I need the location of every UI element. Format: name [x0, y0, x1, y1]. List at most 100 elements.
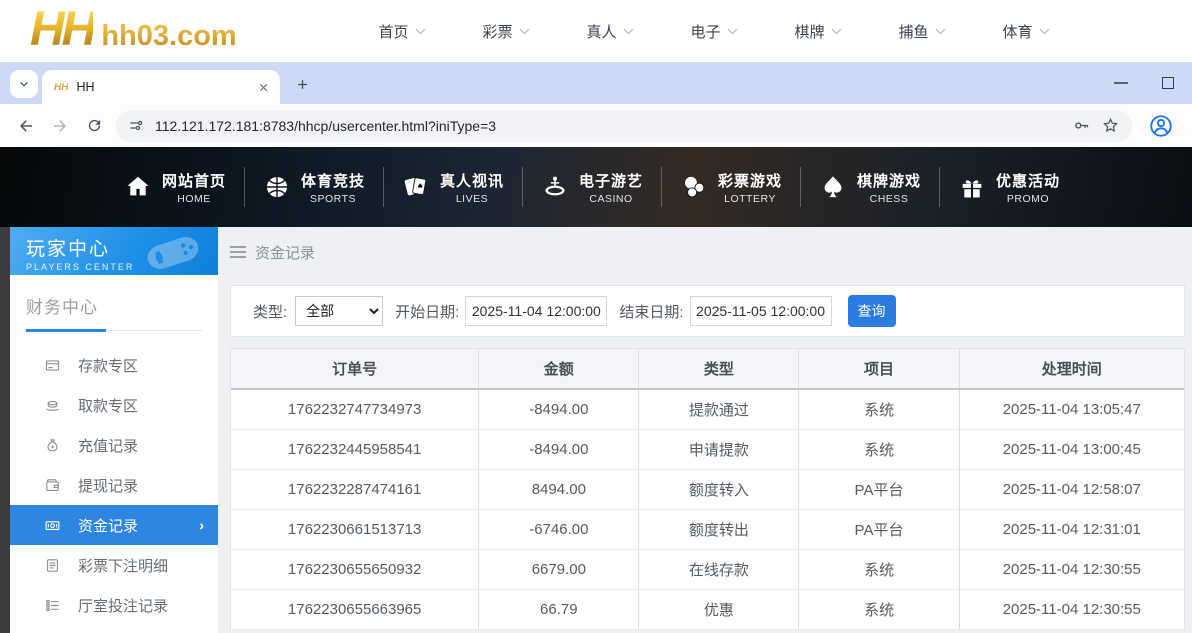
table-row: 1762230661513713 -6746.00 额度转出 PA平台 2025-11-…: [231, 509, 1184, 550]
start-date-input[interactable]: [465, 296, 608, 326]
site-nav-item[interactable]: 真人: [558, 21, 662, 42]
table-cell: 额度转入: [638, 469, 799, 510]
main-nav-item[interactable]: 棋牌游戏 CHESS: [801, 170, 939, 205]
main-nav-item[interactable]: 网站首页 HOME: [106, 170, 244, 205]
site-nav-label: 捕鱼: [898, 23, 929, 41]
browser-toolbar: 112.121.172.181:8783/hhcp/usercenter.htm…: [0, 104, 1192, 147]
chevron-down-icon: [519, 28, 529, 34]
browser-tab[interactable]: HH HH: [42, 70, 280, 104]
table-row: 1762232445958541 -8494.00 申请提款 系统 2025-11-04…: [231, 429, 1184, 470]
sidebar-item[interactable]: 充值记录: [10, 425, 218, 465]
site-nav-item[interactable]: 棋牌: [766, 21, 870, 42]
tab-close-icon[interactable]: [254, 78, 272, 96]
nav-separator: [522, 167, 523, 207]
main-nav-item[interactable]: 彩票游戏 LOTTERY: [662, 170, 800, 205]
sidebar-item[interactable]: 玩家投注报表: [10, 625, 218, 633]
lottery-balls-icon: [680, 173, 708, 201]
table-cell: 额度转出: [638, 509, 799, 550]
sidebar-item[interactable]: 彩票下注明细: [10, 545, 218, 585]
table-cell: 2025-11-04 12:30:55: [958, 589, 1184, 630]
nav-separator: [244, 167, 245, 207]
new-tab-icon[interactable]: [288, 70, 316, 98]
table-cell: 申请提款: [638, 429, 799, 470]
cash-icon: [44, 517, 61, 534]
logo-hh-icon: HH: [30, 3, 96, 56]
table-cell: 2025-11-04 12:31:01: [958, 509, 1184, 550]
main-nav-label-cn: 优惠活动: [995, 172, 1060, 190]
bookmark-star-icon[interactable]: [1101, 116, 1120, 135]
table-cell: 1762232445958541: [231, 429, 479, 470]
tab-search-icon[interactable]: [10, 70, 38, 98]
table-row: 1762230655650932 6679.00 在线存款 系统 2025-11-04 …: [231, 549, 1184, 590]
forward-icon[interactable]: [44, 110, 76, 142]
sidebar-item[interactable]: 存款专区: [10, 345, 218, 385]
site-nav-item[interactable]: 首页: [350, 21, 454, 42]
url-bar[interactable]: 112.121.172.181:8783/hhcp/usercenter.htm…: [116, 109, 1132, 142]
gift-icon: [958, 173, 986, 201]
table-cell: 66.79: [478, 589, 639, 630]
table-header-cell: 处理时间: [958, 349, 1184, 390]
key-icon[interactable]: [1072, 116, 1091, 135]
nav-separator: [661, 167, 662, 207]
filter-bar: 类型: 全部 开始日期: 结束日期: 查询: [230, 285, 1185, 337]
sidebar-item-label: 存款专区: [78, 357, 139, 375]
query-button[interactable]: 查询: [847, 295, 896, 327]
main-nav-label-en: HOME: [177, 192, 211, 205]
sidebar-item[interactable]: 提现记录: [10, 465, 218, 505]
sidebar-item-label: 资金记录: [78, 517, 139, 535]
funds-table: 订单号 金额 类型 项目 处理时间 1762232747734973 -8494.00 提款…: [231, 349, 1184, 630]
main-nav-label-cn: 彩票游戏: [717, 172, 782, 190]
site-nav-item[interactable]: 捕鱼: [870, 21, 974, 42]
site-logo[interactable]: HH hh03.com: [30, 2, 237, 57]
url-text[interactable]: 112.121.172.181:8783/hhcp/usercenter.htm…: [155, 117, 497, 134]
main-nav-label-en: CHESS: [869, 192, 909, 205]
spade-icon: [819, 173, 847, 201]
site-nav: 首页 彩票 真人 电子 棋牌 捕鱼 体育: [350, 0, 1078, 62]
minimize-icon[interactable]: [1114, 82, 1128, 84]
sidebar-item-label: 取款专区: [78, 397, 139, 415]
page-title: 资金记录: [255, 244, 316, 262]
tune-icon[interactable]: [128, 117, 145, 134]
main-nav-item[interactable]: 优惠活动 PROMO: [940, 170, 1078, 205]
site-nav-item[interactable]: 电子: [662, 21, 766, 42]
reload-icon[interactable]: [78, 110, 110, 142]
table-cell: 系统: [798, 589, 960, 630]
sidebar-header: 玩家中心 PLAYERS CENTER: [10, 227, 218, 275]
hamburger-icon: [230, 246, 246, 258]
table-cell: 优惠: [638, 589, 799, 630]
table-cell: 6679.00: [478, 549, 639, 590]
profile-icon[interactable]: [1144, 109, 1178, 143]
tab-favicon-icon: HH: [54, 81, 69, 93]
sidebar-title: 玩家中心: [26, 239, 111, 260]
main-nav-label-cn: 网站首页: [161, 172, 226, 190]
site-nav-item[interactable]: 彩票: [454, 21, 558, 42]
sidebar-item[interactable]: 资金记录 ›: [10, 505, 218, 545]
table-cell: 1762232747734973: [231, 389, 479, 430]
site-nav-label: 棋牌: [794, 23, 825, 41]
main-nav-label-en: LOTTERY: [724, 192, 776, 205]
main-nav-item[interactable]: 电子游艺 CASINO: [523, 170, 661, 205]
main-nav-label-cn: 真人视讯: [439, 172, 504, 190]
breadcrumb: 资金记录: [230, 240, 1185, 264]
main-nav-label-cn: 棋牌游戏: [856, 172, 921, 190]
back-icon[interactable]: [10, 110, 42, 142]
chevron-right-icon: ›: [199, 517, 204, 533]
sidebar-item[interactable]: 厅室投注记录: [10, 585, 218, 625]
end-date-input[interactable]: [689, 296, 832, 326]
maximize-icon[interactable]: [1162, 77, 1174, 89]
chevron-down-icon: [935, 28, 945, 34]
start-date-label: 开始日期:: [395, 303, 460, 321]
site-nav-item[interactable]: 体育: [974, 21, 1078, 42]
main-nav-item[interactable]: 真人视讯 LIVES: [384, 170, 522, 205]
nav-separator: [383, 167, 384, 207]
main-nav-item[interactable]: 体育竞技 SPORTS: [245, 170, 383, 205]
type-label: 类型:: [253, 303, 288, 321]
sidebar-item[interactable]: 取款专区: [10, 385, 218, 425]
type-select[interactable]: 全部: [295, 296, 384, 326]
chevron-down-icon: [727, 28, 737, 34]
sidebar-subtitle: PLAYERS CENTER: [26, 262, 135, 272]
table-cell: 系统: [798, 429, 960, 470]
table-header-row: 订单号 金额 类型 项目 处理时间: [231, 349, 1184, 390]
table-cell: -8494.00: [478, 389, 639, 430]
table-row: 1762230655663965 66.79 优惠 系统 2025-11-04 12:3…: [231, 589, 1184, 630]
